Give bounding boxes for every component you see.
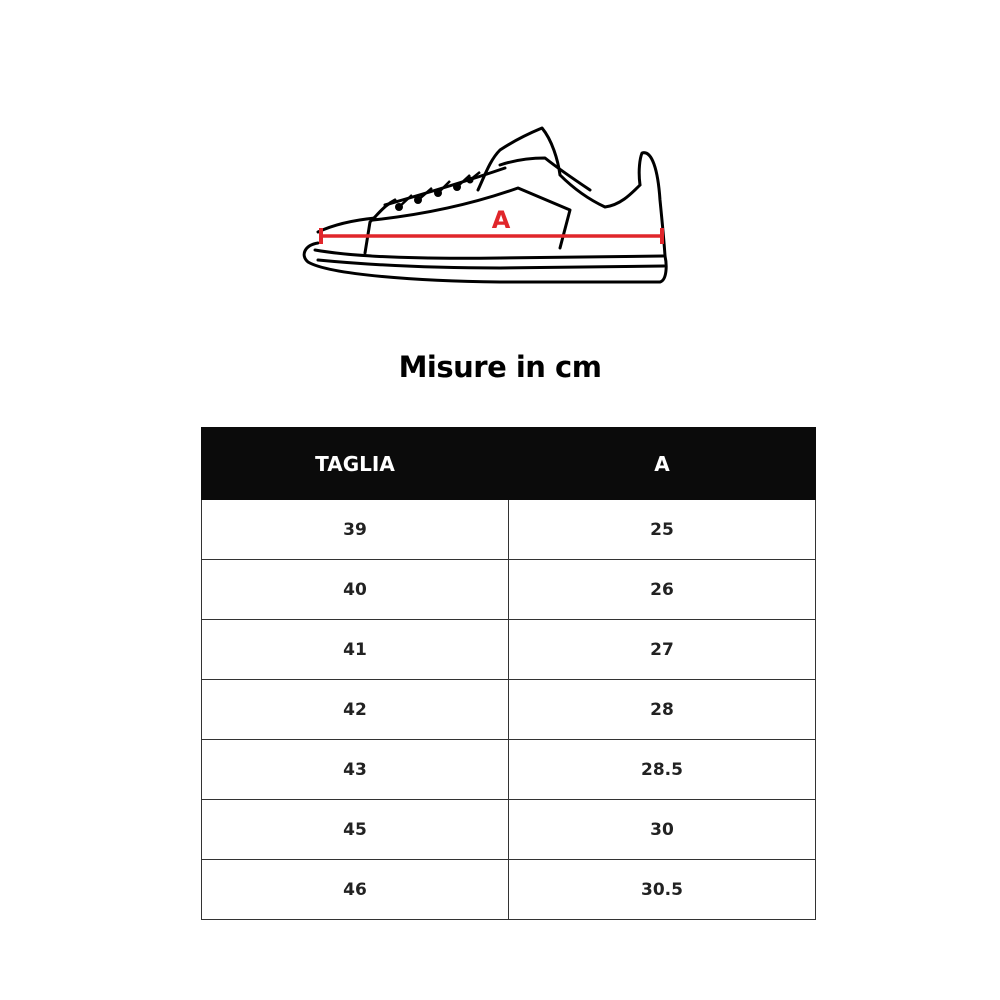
table-row: 46 30.5	[201, 859, 816, 920]
measure-line-a: A	[319, 206, 664, 244]
table-row: 40 26	[201, 559, 816, 620]
length-cell: 28	[508, 679, 816, 740]
size-cell: 46	[201, 859, 509, 920]
length-cell: 27	[508, 619, 816, 680]
length-cell: 30.5	[508, 859, 816, 920]
column-header-size: TAGLIA	[201, 427, 509, 500]
size-cell: 39	[201, 499, 509, 560]
table-row: 43 28.5	[201, 739, 816, 800]
length-cell: 30	[508, 799, 816, 860]
table-row: 45 30	[201, 799, 816, 860]
column-header-a: A	[508, 427, 816, 500]
table-row: 41 27	[201, 619, 816, 680]
table-row: 42 28	[201, 679, 816, 740]
length-cell: 26	[508, 559, 816, 620]
size-cell: 40	[201, 559, 509, 620]
measure-label: A	[492, 206, 511, 234]
page-title: Misure in cm	[398, 350, 602, 384]
shoe-outline	[302, 126, 668, 284]
shoe-diagram: A	[302, 126, 668, 284]
length-cell: 28.5	[508, 739, 816, 800]
size-cell: 45	[201, 799, 509, 860]
size-cell: 43	[201, 739, 509, 800]
laces	[398, 171, 481, 208]
length-cell: 25	[508, 499, 816, 560]
table-header-row: TAGLIA A	[201, 427, 816, 500]
size-cell: 41	[201, 619, 509, 680]
size-table: TAGLIA A 39 25 40 26 41 27 42 28 43 28.5 45 30 46 30.…	[201, 427, 816, 920]
table-row: 39 25	[201, 499, 816, 560]
size-cell: 42	[201, 679, 509, 740]
